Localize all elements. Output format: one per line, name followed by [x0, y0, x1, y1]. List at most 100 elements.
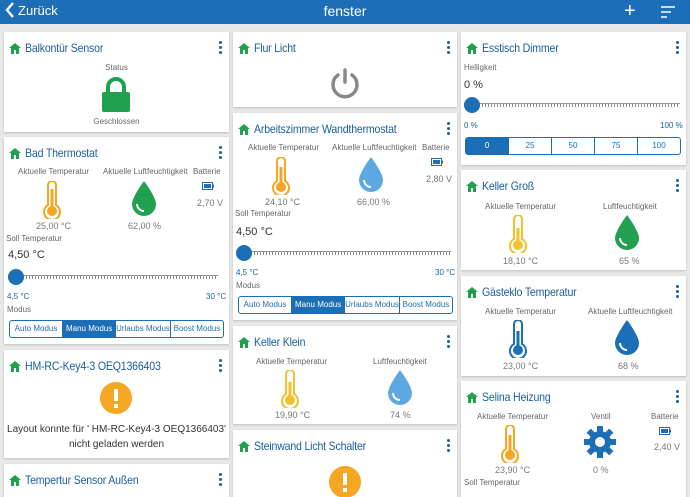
humidity-value: 62,00 %: [128, 221, 162, 231]
gear-icon: [584, 426, 616, 458]
home-icon: [466, 42, 478, 54]
slider-knob[interactable]: [464, 97, 480, 113]
mode-boost-button[interactable]: Boost Modus: [402, 300, 450, 309]
thermometer-icon: [501, 425, 519, 463]
card-selina-heizung: Selina Heizung Aktuelle Temperatur Venti…: [461, 381, 686, 497]
setpoint-value: 4,50 °C: [8, 249, 45, 261]
humidity-value: 66,00 %: [357, 197, 391, 207]
drop-icon: [132, 181, 156, 216]
mode-vacation-button[interactable]: Urlaubs Modus: [116, 321, 171, 337]
preset-50-button[interactable]: 50: [552, 138, 595, 154]
temperature-label: Aktuelle Temperatur: [18, 167, 89, 176]
more-vert-icon[interactable]: [676, 285, 680, 299]
drop-icon: [388, 370, 412, 405]
card-title: Keller Klein: [254, 335, 306, 349]
temperature-label: Aktuelle Temperatur: [477, 412, 548, 421]
battery-label: Batterie: [422, 143, 450, 152]
slider-knob[interactable]: [236, 245, 252, 261]
more-vert-icon[interactable]: [676, 41, 680, 55]
card-title: HM-RC-Key4-3 OEQ1366403: [25, 359, 161, 373]
card-title: Bad Thermostat: [25, 146, 98, 160]
mode-auto-button[interactable]: Auto Modus: [239, 297, 293, 313]
more-vert-icon[interactable]: [219, 473, 223, 487]
home-icon: [466, 180, 478, 192]
card-title: Balkontür Sensor: [25, 41, 104, 55]
temperature-value: 24,10 °C: [265, 197, 301, 207]
setpoint-label: Soll Temperatur: [235, 209, 291, 218]
home-icon: [9, 474, 21, 486]
mode-manual-button[interactable]: Manu Modus: [63, 321, 117, 337]
thermometer-icon: [43, 181, 61, 219]
card-bad-thermostat: Bad Thermostat Aktuelle Temperatur Aktue…: [4, 137, 229, 344]
mode-manual-button[interactable]: Manu Modus: [292, 297, 346, 313]
warning-icon: [329, 466, 361, 497]
card-title: Esstisch Dimmer: [482, 41, 559, 55]
setpoint-slider[interactable]: [236, 245, 451, 261]
drop-icon: [615, 215, 639, 250]
setpoint-label: Soll Temperatur: [6, 234, 62, 243]
brightness-slider[interactable]: [464, 97, 680, 113]
home-icon: [466, 286, 478, 298]
temperature-label: Aktuelle Temperatur: [248, 143, 319, 152]
home-icon: [238, 123, 250, 135]
preset-25-button[interactable]: 25: [509, 138, 552, 154]
more-vert-icon[interactable]: [219, 146, 223, 160]
card-flur-licht: Flur Licht: [233, 32, 457, 107]
card-arbeitszimmer-wandthermostat: Arbeitszimmer Wandthermostat Aktuelle Te…: [233, 113, 457, 320]
add-button[interactable]: +: [624, 0, 636, 22]
card-title: Steinwand Licht Schalter: [254, 439, 367, 453]
home-icon: [9, 360, 21, 372]
more-vert-icon[interactable]: [447, 335, 451, 349]
card-hm-rc-key: HM-RC-Key4-3 OEQ1366403 Layout konnte fü…: [4, 350, 229, 458]
back-button[interactable]: Zurück: [4, 2, 58, 18]
card-gaesteklo-temperatur: Gästeklo Temperatur Aktuelle Temperatur …: [461, 276, 686, 376]
mode-auto-button[interactable]: Auto Modus: [10, 321, 64, 337]
more-vert-icon[interactable]: [676, 390, 680, 404]
card-title: Selina Heizung: [482, 390, 551, 404]
card-title: Gästeklo Temperatur: [482, 285, 577, 299]
preset-75-button[interactable]: 75: [595, 138, 638, 154]
home-icon: [238, 42, 250, 54]
page-title: fenster: [323, 3, 367, 19]
battery-icon: [431, 158, 443, 166]
home-icon: [466, 391, 478, 403]
humidity-label: Luftfeuchtigkeit: [373, 357, 427, 366]
mode-selector: Auto Modus Manu Modus Urlaubs Modus Boos…: [238, 296, 453, 314]
more-vert-icon[interactable]: [447, 41, 451, 55]
app-header: Zurück fenster +: [0, 0, 690, 24]
more-vert-icon[interactable]: [447, 439, 451, 453]
more-vert-icon[interactable]: [676, 179, 680, 193]
preset-100-button[interactable]: 100: [652, 141, 666, 150]
thermometer-icon: [509, 215, 527, 253]
warning-icon: [100, 382, 132, 414]
power-icon[interactable]: [329, 67, 361, 99]
setpoint-slider[interactable]: [8, 269, 218, 285]
mode-vacation-button[interactable]: Urlaubs Modus: [345, 297, 400, 313]
slider-max: 30 °C: [206, 292, 227, 301]
slider-min: 4,5 °C: [7, 292, 30, 301]
temperature-value: 23,90 °C: [495, 465, 531, 475]
slider-knob[interactable]: [8, 269, 24, 285]
temperature-value: 25,00 °C: [36, 221, 72, 231]
humidity-label: Luftfeuchtigkeit: [603, 202, 657, 211]
mode-selector: Auto Modus Manu Modus Urlaubs Modus Boos…: [9, 320, 224, 338]
status-label: Status: [105, 63, 128, 72]
more-vert-icon[interactable]: [219, 359, 223, 373]
temperature-label: Aktuelle Temperatur: [485, 307, 556, 316]
battery-value: 2,40 V: [654, 442, 681, 452]
more-vert-icon[interactable]: [447, 122, 451, 136]
preset-0-button[interactable]: 0: [466, 138, 509, 154]
sort-icon[interactable]: [660, 5, 676, 19]
drop-icon: [359, 157, 383, 192]
mode-boost-button[interactable]: Boost Modus: [173, 324, 221, 333]
card-title: Arbeitszimmer Wandthermostat: [254, 122, 397, 136]
humidity-label: Aktuelle Luftfeuchtigkeit: [588, 307, 673, 316]
status-value: Geschlossen: [93, 117, 140, 126]
humidity-value: 65 %: [619, 256, 640, 266]
valve-value: 0 %: [593, 465, 609, 475]
card-temperature-sensor-outside: Tempertur Sensor Außen: [4, 464, 229, 497]
card-steinwand-licht-schalter: Steinwand Licht Schalter: [233, 430, 457, 497]
setpoint-label: Soll Temperatur: [464, 478, 520, 487]
slider-max: 100 %: [660, 121, 683, 130]
more-vert-icon[interactable]: [219, 41, 223, 55]
